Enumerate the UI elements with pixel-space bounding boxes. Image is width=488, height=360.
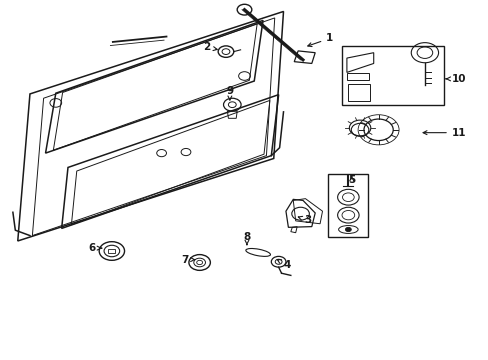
Text: 5: 5 (347, 175, 355, 185)
Text: 10: 10 (445, 74, 466, 84)
Text: 9: 9 (226, 86, 233, 100)
Text: 8: 8 (243, 232, 250, 244)
Text: 4: 4 (277, 260, 290, 270)
Text: 1: 1 (307, 33, 333, 46)
Text: 7: 7 (181, 255, 194, 265)
Bar (341, 45, 444, 105)
Text: 6: 6 (88, 243, 102, 253)
Text: 11: 11 (422, 128, 466, 138)
Circle shape (345, 227, 350, 231)
Text: 2: 2 (203, 42, 217, 52)
Bar (328, 174, 367, 237)
Bar (108, 249, 115, 253)
Text: 3: 3 (298, 215, 311, 225)
